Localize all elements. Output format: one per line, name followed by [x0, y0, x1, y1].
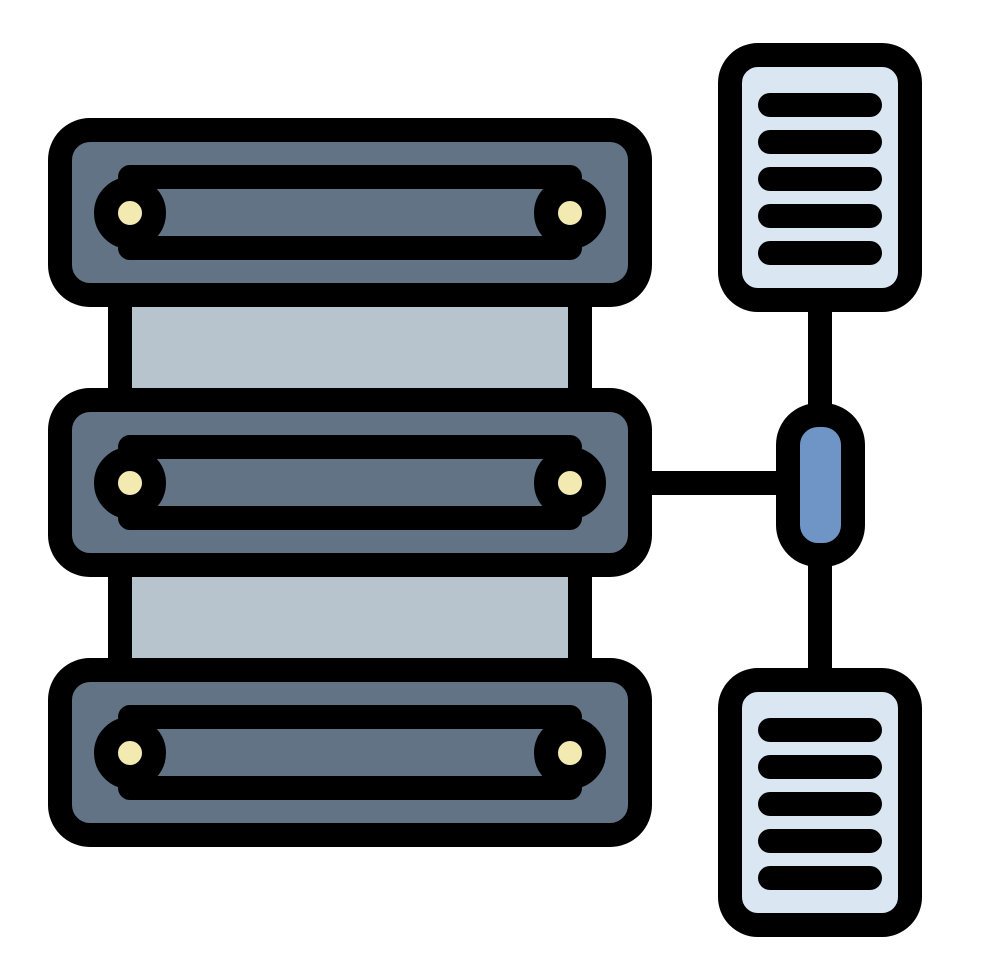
server-light-3	[546, 459, 594, 507]
server-light-2	[106, 459, 154, 507]
server-light-0	[106, 189, 154, 237]
server-light-4	[106, 729, 154, 777]
server-network-icon	[0, 0, 982, 980]
server-light-1	[546, 189, 594, 237]
server-light-5	[546, 729, 594, 777]
network-hub	[788, 415, 853, 555]
